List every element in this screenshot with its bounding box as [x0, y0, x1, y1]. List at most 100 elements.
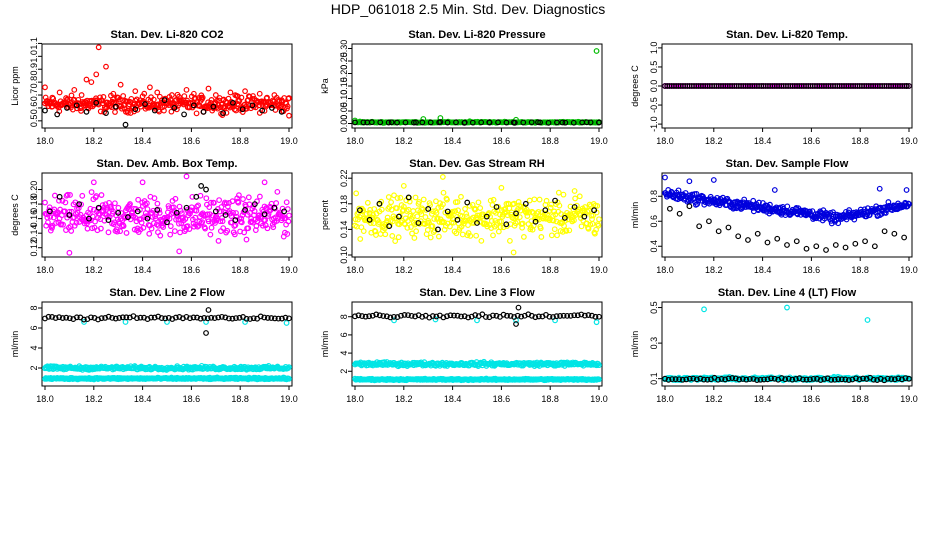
panel-4-all-point [188, 204, 195, 211]
panel-9-subset-point [690, 375, 697, 382]
panel-1-frame [41, 43, 293, 129]
panel-5-all-point [382, 231, 389, 238]
panel-4-subset-point [46, 208, 53, 215]
panel-5-xtick-label: 18.8 [541, 265, 559, 275]
panel-5-ytick-label: 0.14 [339, 221, 349, 239]
panel-4-all-point [106, 213, 113, 220]
panel-3-ytick-label: 0.0 [649, 80, 659, 93]
panel-7-subset-point [201, 315, 208, 321]
panel-8-subset-point [405, 312, 411, 319]
panel-1-subset-point [181, 111, 187, 118]
panel-1-all-point [168, 108, 175, 115]
panel-4-all-point [157, 232, 164, 239]
panel-9-subset-point [899, 376, 905, 383]
panel-5-all-point [385, 194, 392, 200]
panel-4-all-point [205, 218, 212, 225]
panel-9-subset-point [891, 376, 898, 383]
panel-3-xtick-label: 18.2 [705, 136, 723, 146]
panel-4-subset-point [115, 209, 122, 216]
panel-9-xtick-label: 18.6 [803, 394, 821, 404]
panel-4-all-point [183, 173, 190, 180]
panel-7-subset-point [233, 315, 239, 322]
panel-8-subset-point [515, 304, 522, 311]
panel-8-subset-point [535, 313, 542, 320]
panel-2-subset-point [453, 119, 459, 126]
panel-7-subset-point [165, 314, 172, 321]
panel-7-subset-point [134, 315, 140, 322]
panel-1-all-point [150, 96, 157, 103]
panel-8-subset-point [451, 312, 457, 319]
panel-4-all-point [172, 195, 179, 202]
panel-2-ytick-label: 0.15 [339, 77, 349, 95]
panel-5-subset-point [581, 213, 588, 220]
panel-4-all-point [208, 199, 214, 206]
panel-5-subset-point [474, 220, 480, 226]
panel-2-subset-point [562, 119, 569, 126]
panel-1-xtick-label: 19.0 [280, 136, 298, 146]
panel-6-subset-point [745, 237, 751, 243]
panel-5-all-point [548, 201, 555, 208]
panel-2-subset-point [587, 119, 594, 126]
panel-9-subset-point [697, 375, 704, 382]
panel-4-all-point [251, 208, 258, 215]
panel-6-all-point [824, 210, 831, 217]
panel-3-ytick-label: 1.0 [649, 42, 659, 55]
panel-5-all-point [563, 228, 570, 234]
panel-8-subset-point [518, 313, 525, 320]
panel-5-subset-point [571, 204, 578, 210]
panel-1-all-point [71, 86, 78, 93]
panel-9-xtick-label: 18.8 [851, 394, 869, 404]
panel-4-all-point [98, 192, 105, 198]
panel-1-ytick-label: 0.8 [29, 76, 39, 89]
panel-3-xtick-label: 18.0 [656, 136, 674, 146]
panel-5-all-point [463, 210, 470, 217]
panel-2-frame [351, 43, 603, 129]
panel-2-subset-point [535, 119, 541, 126]
panel-5-all-point [519, 220, 526, 227]
panel-5-all-point [455, 207, 461, 214]
panel-5-subset-point [493, 204, 500, 210]
panel-5-all-point [395, 234, 402, 241]
panel-1-subset-point [103, 110, 109, 116]
panel-5-all-point [531, 196, 538, 203]
panel-8-ytick-label: 4 [339, 351, 349, 356]
panel-5-all-point [551, 226, 558, 233]
panel-5-all-point [562, 217, 569, 224]
panel-1-subset-point [42, 107, 48, 114]
panel-5-subset-point [435, 226, 441, 233]
panel-4-all-point [123, 230, 130, 236]
panel-6: Stan. Dev. Sample Flow 18.0 18.2 18.4 18.6 18… [630, 158, 918, 275]
panel-9-ytick-label: 0.1 [649, 372, 659, 385]
panel-1-subset-point [64, 105, 70, 111]
panel-5-all-point [518, 203, 524, 210]
panel-2-subset-point [545, 119, 552, 126]
panel-4-all-point [176, 248, 183, 255]
panel-4-all-point [144, 206, 151, 213]
panel-9-subset-point [828, 376, 835, 383]
panel-4-all-point [210, 199, 217, 206]
panel-5-all-point [473, 232, 480, 239]
panel-4-all-point [231, 231, 238, 238]
panel-5-all-point [462, 206, 468, 212]
panel-5-all-point [477, 205, 484, 211]
panel-4-all-point [273, 200, 280, 206]
panel-5-all-point [408, 224, 414, 230]
panel-6-subset-point [666, 205, 673, 212]
panel-9-subset-point [700, 376, 707, 383]
panel-1-all-point [97, 108, 104, 115]
panel-5-all-point [439, 174, 446, 180]
panel-3-ytick-label: 0.5 [649, 61, 659, 74]
panel-7-xtick-label: 18.4 [134, 394, 152, 404]
panel-2-subset-point [410, 119, 417, 126]
panel-2-subset-point [478, 119, 485, 126]
panel-8-subset-point [571, 312, 578, 319]
panel-9-xtick-label: 19.0 [900, 394, 918, 404]
panel-5-all-point [555, 189, 562, 196]
panel-9-subset-point [870, 376, 877, 383]
panel-9-subset-point [842, 376, 849, 383]
panel-1-subset-point [249, 102, 256, 109]
panel-5-all-point [367, 220, 374, 226]
panel-1-ytick-label: 0.6 [29, 102, 39, 115]
panel-4-all-point [283, 199, 290, 206]
panel-1-all-point [249, 96, 256, 102]
